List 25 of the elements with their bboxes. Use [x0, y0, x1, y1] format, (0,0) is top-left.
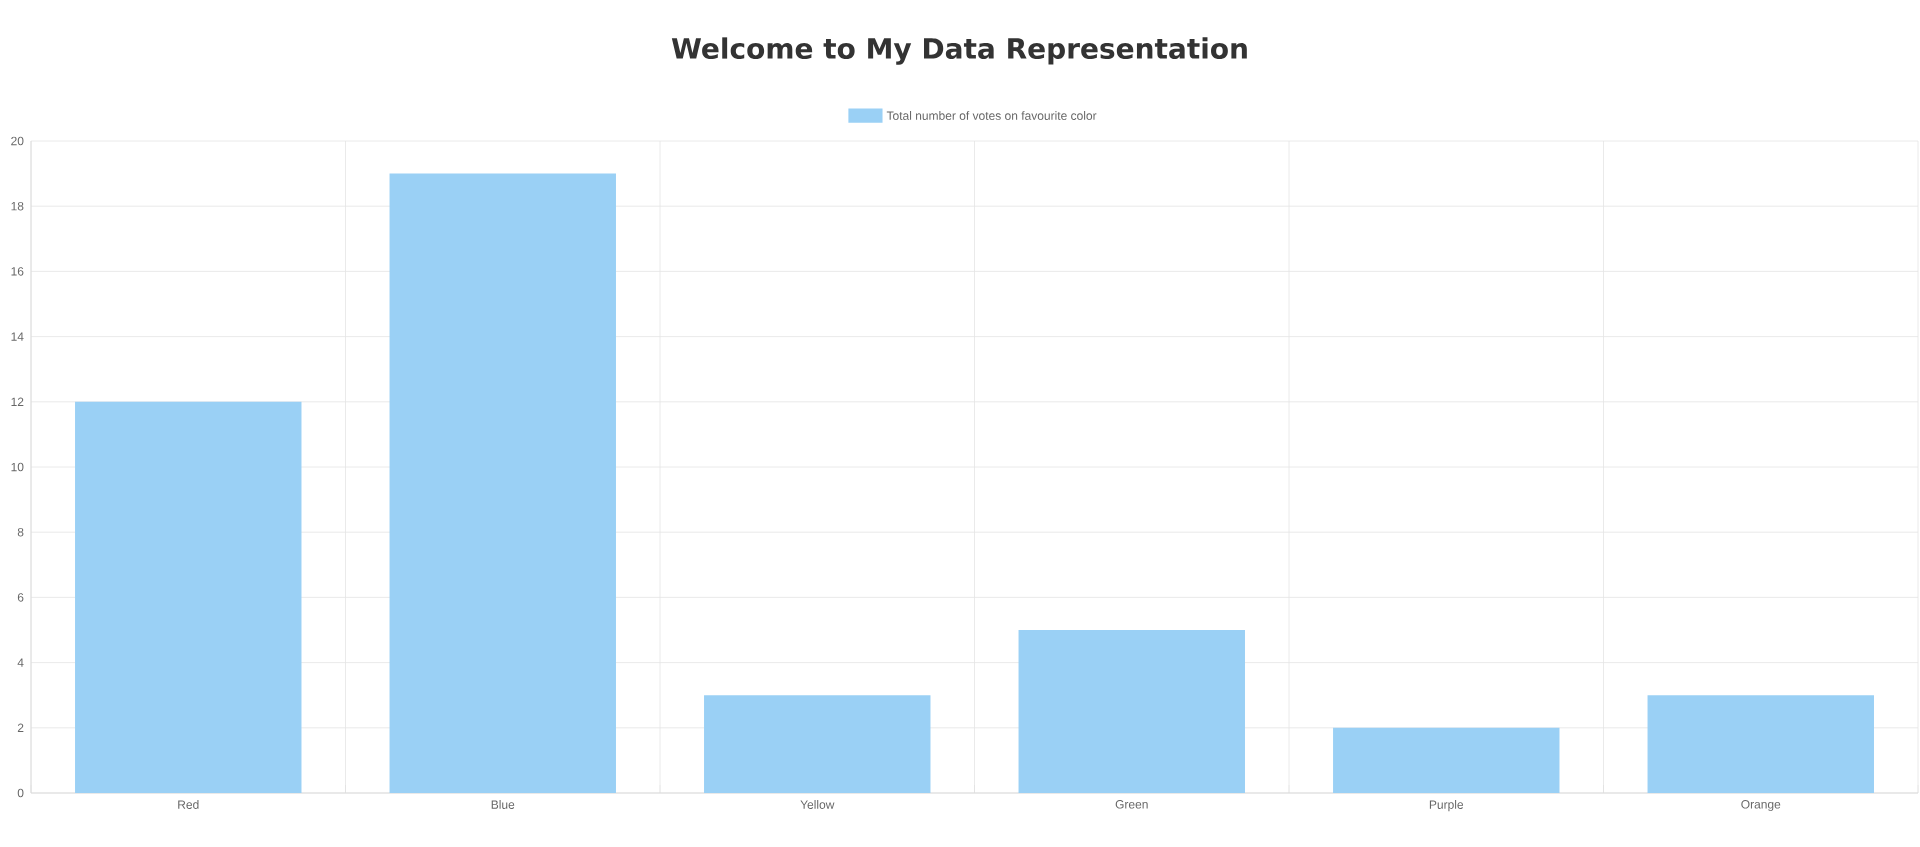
y-tick-label: 4 [17, 658, 24, 667]
x-tick-label: Yellow [800, 800, 835, 809]
bar [1333, 727, 1560, 793]
x-tick-label: Purple [1429, 800, 1464, 812]
bar [1018, 630, 1245, 793]
x-tick-label: Orange [1741, 800, 1781, 811]
bar [389, 173, 616, 793]
y-tick-label: 10 [11, 462, 24, 472]
y-tick-label: 20 [11, 136, 24, 146]
bar [75, 401, 302, 793]
bar [704, 695, 931, 793]
chart-title: Welcome to My Data Representation [671, 37, 1247, 65]
y-tick-label: 8 [17, 527, 24, 537]
y-tick-label: 16 [11, 267, 24, 276]
y-tick-label: 0 [17, 788, 24, 798]
x-tick-label: Blue [491, 800, 515, 809]
y-tick-label: 2 [17, 723, 24, 732]
legend-label: Total number of votes on favourite color [886, 111, 1097, 120]
y-tick-label: 12 [11, 397, 24, 406]
y-tick-label: 6 [17, 593, 24, 602]
y-tick-label: 18 [11, 201, 24, 211]
x-tick-label: Green [1115, 800, 1148, 809]
y-tick-label: 14 [11, 332, 24, 341]
bar [1647, 695, 1874, 793]
x-tick-label: Red [178, 800, 199, 809]
